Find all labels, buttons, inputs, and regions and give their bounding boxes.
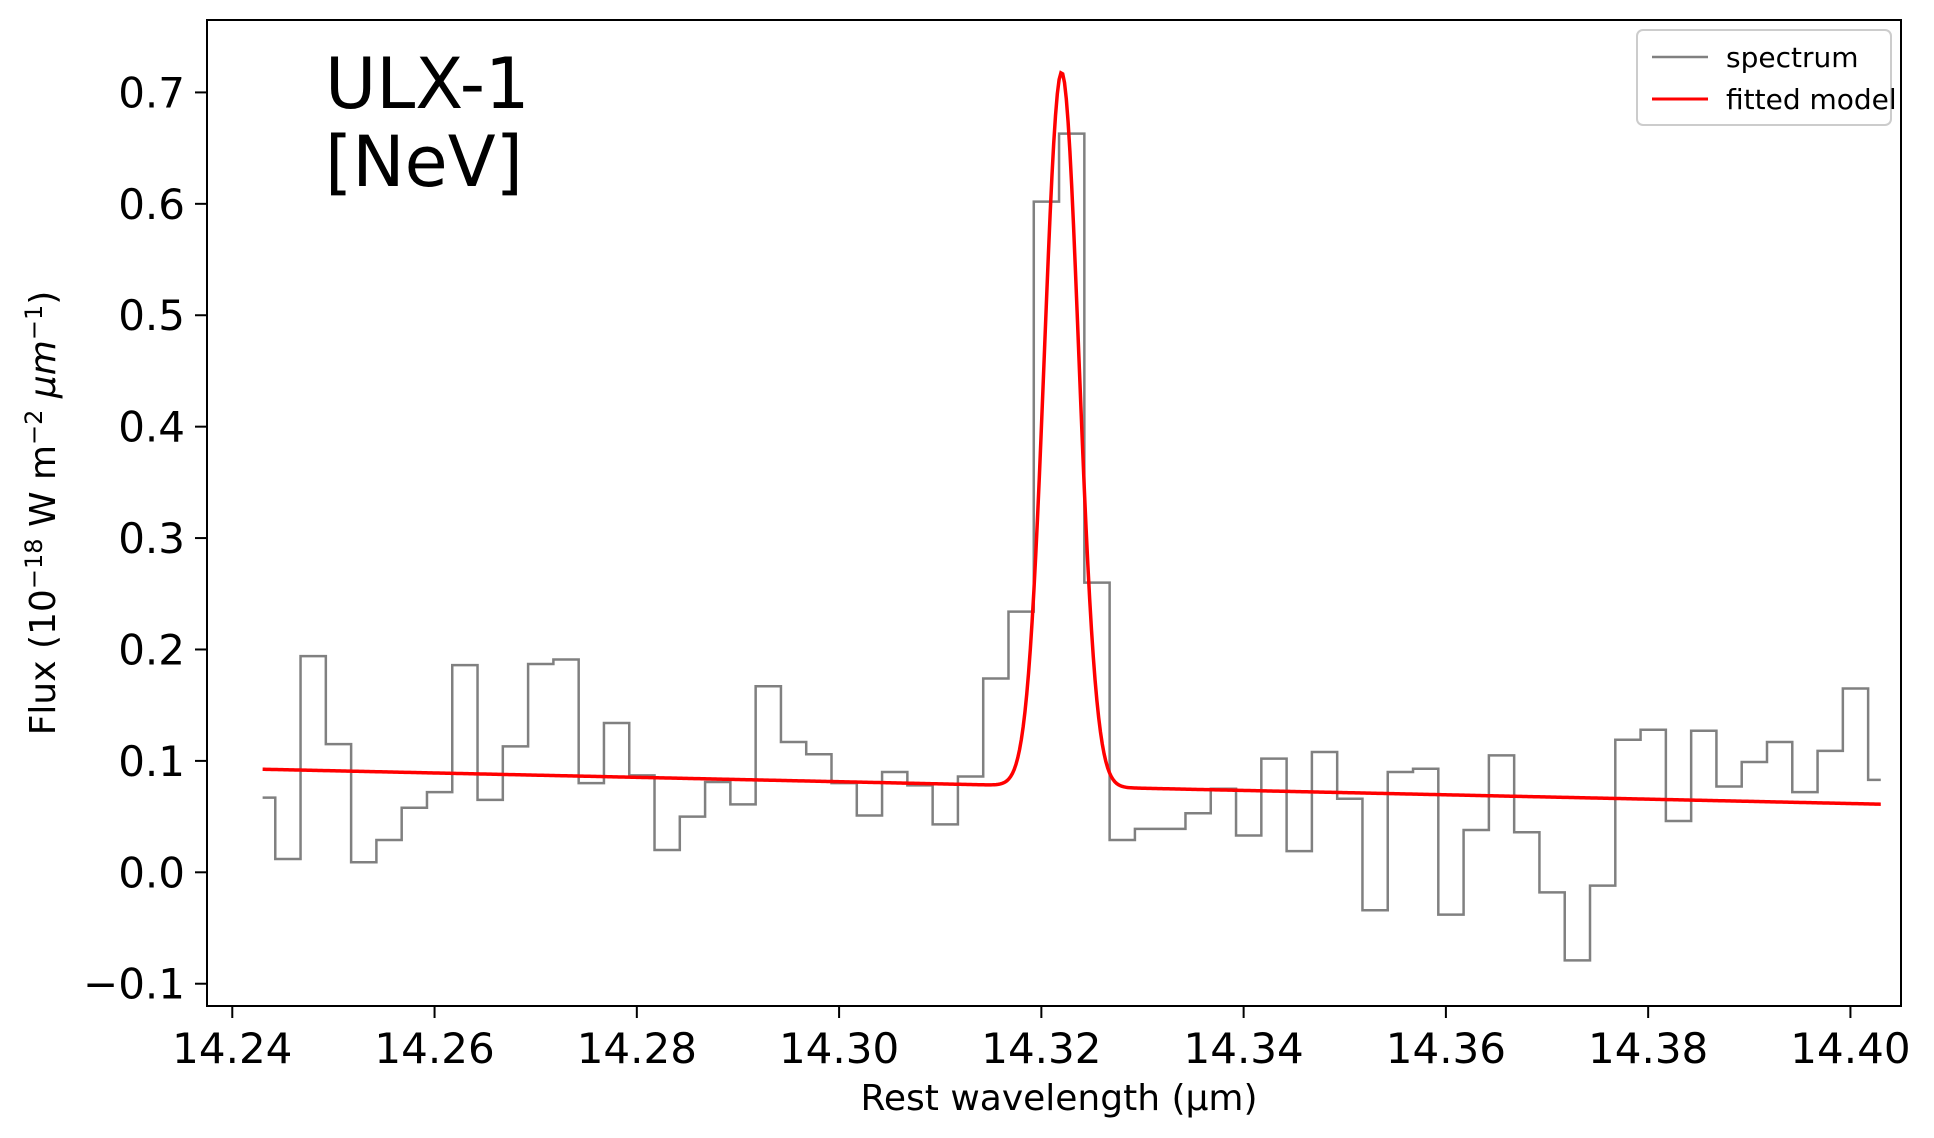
x-tick-label: 14.26 bbox=[374, 1024, 494, 1073]
y-tick-label: 0.4 bbox=[118, 403, 185, 452]
x-tick-label: 14.40 bbox=[1790, 1024, 1910, 1073]
x-tick-label: 14.32 bbox=[981, 1024, 1101, 1073]
x-tick-label: 14.24 bbox=[172, 1024, 292, 1073]
y-tick-label: 0.6 bbox=[118, 180, 185, 229]
annotation-line-1: ULX-1 bbox=[325, 43, 530, 125]
series-line-fitted-model bbox=[262, 70, 1881, 806]
x-tick-label: 14.30 bbox=[779, 1024, 899, 1073]
y-tick-label: −0.1 bbox=[83, 960, 185, 1009]
y-tick-label: 0.5 bbox=[118, 291, 185, 340]
legend-label-spectrum: spectrum bbox=[1726, 41, 1859, 74]
y-tick-label: 0.1 bbox=[118, 737, 185, 786]
y-tick-label: 0.2 bbox=[118, 625, 185, 674]
y-tick-label: 0.0 bbox=[118, 848, 185, 897]
y-tick-label: 0.7 bbox=[118, 68, 185, 117]
x-tick-label: 14.34 bbox=[1184, 1024, 1304, 1073]
x-tick-label: 14.38 bbox=[1588, 1024, 1708, 1073]
y-tick-label: 0.3 bbox=[118, 514, 185, 563]
series-layer bbox=[262, 70, 1881, 962]
annotation-line-2: [NeV] bbox=[325, 121, 523, 203]
y-axis-label: Flux (10−18 W m−2 μm−1) bbox=[20, 291, 64, 736]
x-tick-label: 14.36 bbox=[1386, 1024, 1506, 1073]
plot-background bbox=[207, 20, 1901, 1006]
y-axis-ticks: −0.1 0.0 0.1 0.2 0.3 0.4 0.5 0.6 0.7 bbox=[83, 68, 207, 1009]
plot-frame bbox=[206, 19, 1902, 1007]
x-tick-label: 14.28 bbox=[577, 1024, 697, 1073]
plot-area bbox=[206, 19, 1902, 1007]
legend: spectrum fitted model bbox=[1636, 29, 1897, 126]
x-axis-ticks: 14.24 14.26 14.28 14.30 14.32 14.34 14.36 14.38… bbox=[172, 1006, 1911, 1073]
legend-label-fitted-model: fitted model bbox=[1726, 83, 1897, 116]
series-line-spectrum bbox=[262, 132, 1881, 962]
legend-box bbox=[1636, 29, 1892, 126]
x-axis-label: Rest wavelength (μm) bbox=[860, 1078, 1257, 1119]
